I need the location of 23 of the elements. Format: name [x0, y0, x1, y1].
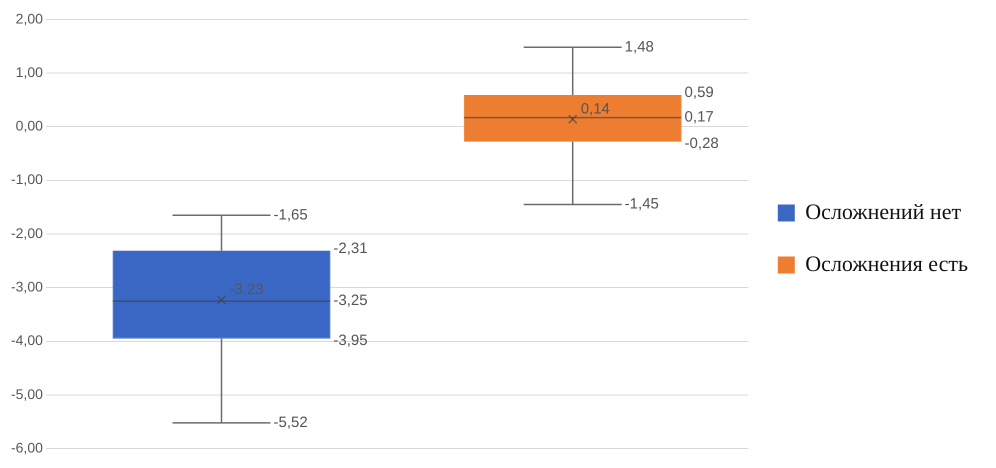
text: 0,17: [684, 108, 714, 126]
text: -3,95: [333, 332, 368, 349]
text: -1,65: [273, 206, 308, 224]
y-tick-label: -6,00: [10, 439, 44, 456]
y-tick-label: 0,00: [16, 118, 44, 134]
text: -3,25: [333, 292, 368, 310]
text: 1,48: [624, 38, 654, 56]
y-tick-label: -1,00: [10, 171, 44, 188]
text: -0,28: [684, 134, 719, 152]
text: -3,23: [230, 281, 264, 298]
y-tick-label: 1,00: [16, 64, 44, 80]
y-tick-label: 2,00: [16, 10, 44, 26]
text: 0,14: [580, 100, 610, 118]
y-tick-label: -5,00: [10, 386, 44, 402]
text: -1,45: [624, 196, 659, 213]
y-tick-label: -4,00: [10, 332, 44, 348]
y-tick-label: -2,00: [10, 224, 44, 241]
y-tick-label: -3,00: [10, 278, 44, 295]
legend-label: Осложнений нет: [805, 198, 962, 224]
text: -2,31: [333, 240, 368, 257]
text: -5,52: [273, 414, 308, 431]
text: 0,59: [684, 84, 714, 102]
legend-label: Осложнения есть: [805, 250, 968, 276]
